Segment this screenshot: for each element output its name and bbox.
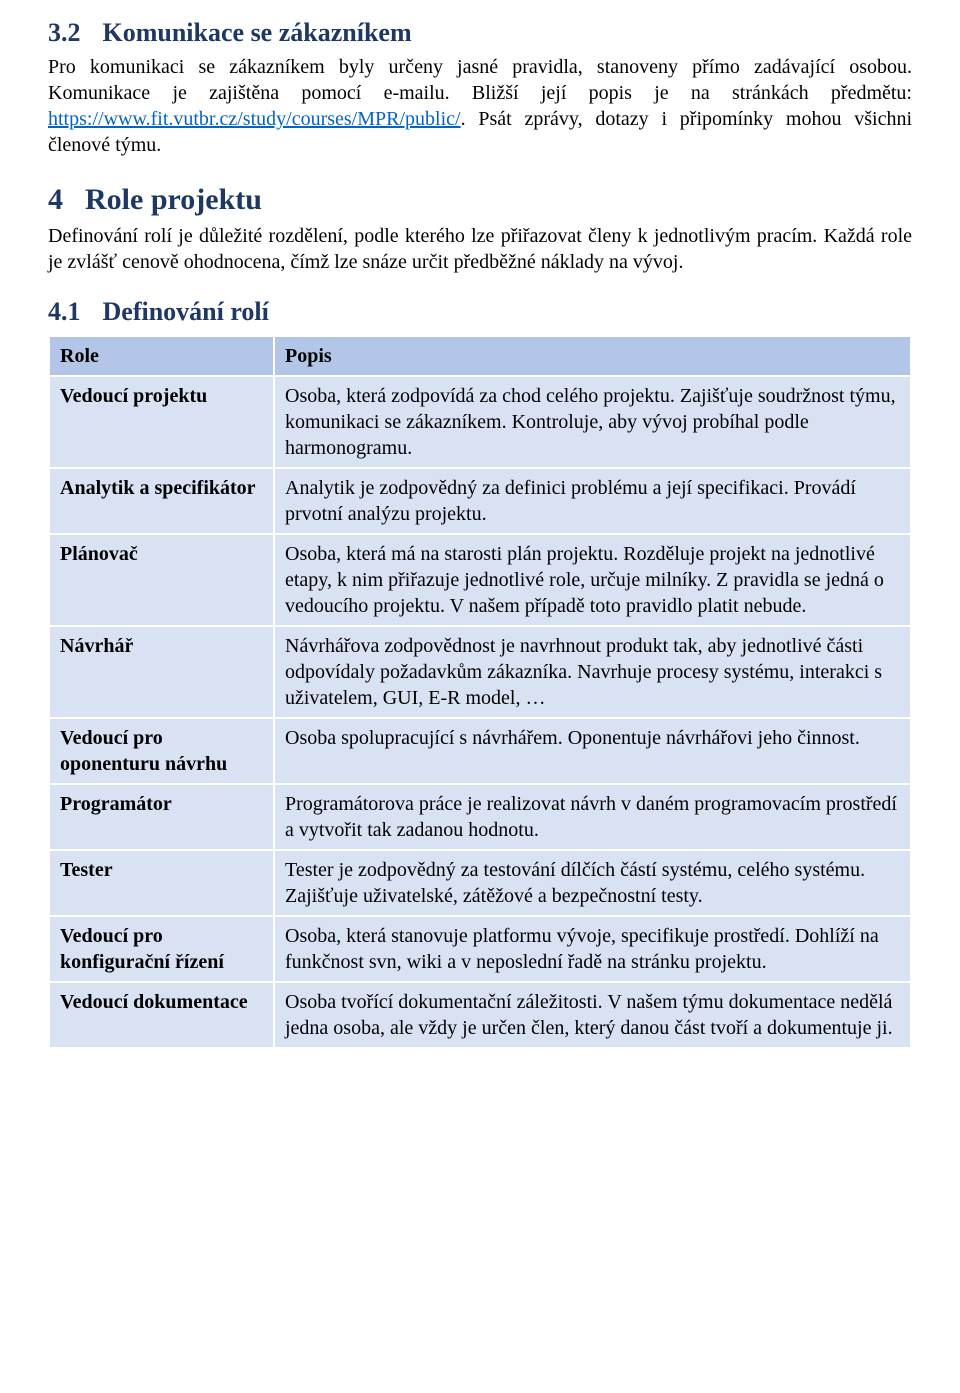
heading-4-1: 4.1 Definování rolí bbox=[48, 295, 912, 329]
paragraph-3-2: Pro komunikaci se zákazníkem byly určeny… bbox=[48, 54, 912, 158]
table-row: NávrhářNávrhářova zodpovědnost je navrhn… bbox=[49, 626, 911, 718]
table-row: ProgramátorProgramátorova práce je reali… bbox=[49, 784, 911, 850]
role-name-cell: Vedoucí pro konfigurační řízení bbox=[49, 916, 274, 982]
role-name-cell: Návrhář bbox=[49, 626, 274, 718]
role-desc-cell: Osoba, která stanovuje platformu vývoje,… bbox=[274, 916, 911, 982]
role-desc-cell: Analytik je zodpovědný za definici probl… bbox=[274, 468, 911, 534]
role-name-cell: Analytik a specifikátor bbox=[49, 468, 274, 534]
role-name-cell: Vedoucí dokumentace bbox=[49, 982, 274, 1048]
role-desc-cell: Tester je zodpovědný za testování dílčíc… bbox=[274, 850, 911, 916]
role-name-cell: Plánovač bbox=[49, 534, 274, 626]
role-desc-cell: Osoba tvořící dokumentační záležitosti. … bbox=[274, 982, 911, 1048]
table-row: TesterTester je zodpovědný za testování … bbox=[49, 850, 911, 916]
role-name-cell: Tester bbox=[49, 850, 274, 916]
role-desc-cell: Osoba, která má na starosti plán projekt… bbox=[274, 534, 911, 626]
heading-3-2-title: Komunikace se zákazníkem bbox=[103, 18, 412, 47]
role-desc-cell: Osoba, která zodpovídá za chod celého pr… bbox=[274, 376, 911, 468]
table-header-role: Role bbox=[49, 336, 274, 376]
heading-4-1-number: 4.1 bbox=[48, 297, 81, 326]
role-name-cell: Vedoucí projektu bbox=[49, 376, 274, 468]
para-3-2-text-a: Pro komunikaci se zákazníkem byly určeny… bbox=[48, 56, 912, 104]
table-row: Vedoucí dokumentaceOsoba tvořící dokumen… bbox=[49, 982, 911, 1048]
heading-3-2: 3.2 Komunikace se zákazníkem bbox=[48, 16, 912, 50]
table-row: Vedoucí pro oponenturu návrhuOsoba spolu… bbox=[49, 718, 911, 784]
role-desc-cell: Návrhářova zodpovědnost je navrhnout pro… bbox=[274, 626, 911, 718]
table-header-row: Role Popis bbox=[49, 336, 911, 376]
table-row: PlánovačOsoba, která má na starosti plán… bbox=[49, 534, 911, 626]
table-row: Analytik a specifikátorAnalytik je zodpo… bbox=[49, 468, 911, 534]
role-name-cell: Vedoucí pro oponenturu návrhu bbox=[49, 718, 274, 784]
heading-4-number: 4 bbox=[48, 183, 63, 216]
role-desc-cell: Programátorova práce je realizovat návrh… bbox=[274, 784, 911, 850]
heading-4-1-title: Definování rolí bbox=[103, 297, 269, 326]
heading-3-2-number: 3.2 bbox=[48, 18, 81, 47]
link-course-page[interactable]: https://www.fit.vutbr.cz/study/courses/M… bbox=[48, 108, 461, 130]
role-name-cell: Programátor bbox=[49, 784, 274, 850]
roles-table: Role Popis Vedoucí projektuOsoba, která … bbox=[48, 335, 912, 1049]
table-row: Vedoucí projektuOsoba, která zodpovídá z… bbox=[49, 376, 911, 468]
heading-4: 4 Role projektu bbox=[48, 180, 912, 219]
heading-4-title: Role projektu bbox=[85, 183, 262, 216]
table-row: Vedoucí pro konfigurační řízeníOsoba, kt… bbox=[49, 916, 911, 982]
table-header-popis: Popis bbox=[274, 336, 911, 376]
role-desc-cell: Osoba spolupracující s návrhářem. Oponen… bbox=[274, 718, 911, 784]
paragraph-4: Definování rolí je důležité rozdělení, p… bbox=[48, 223, 912, 275]
